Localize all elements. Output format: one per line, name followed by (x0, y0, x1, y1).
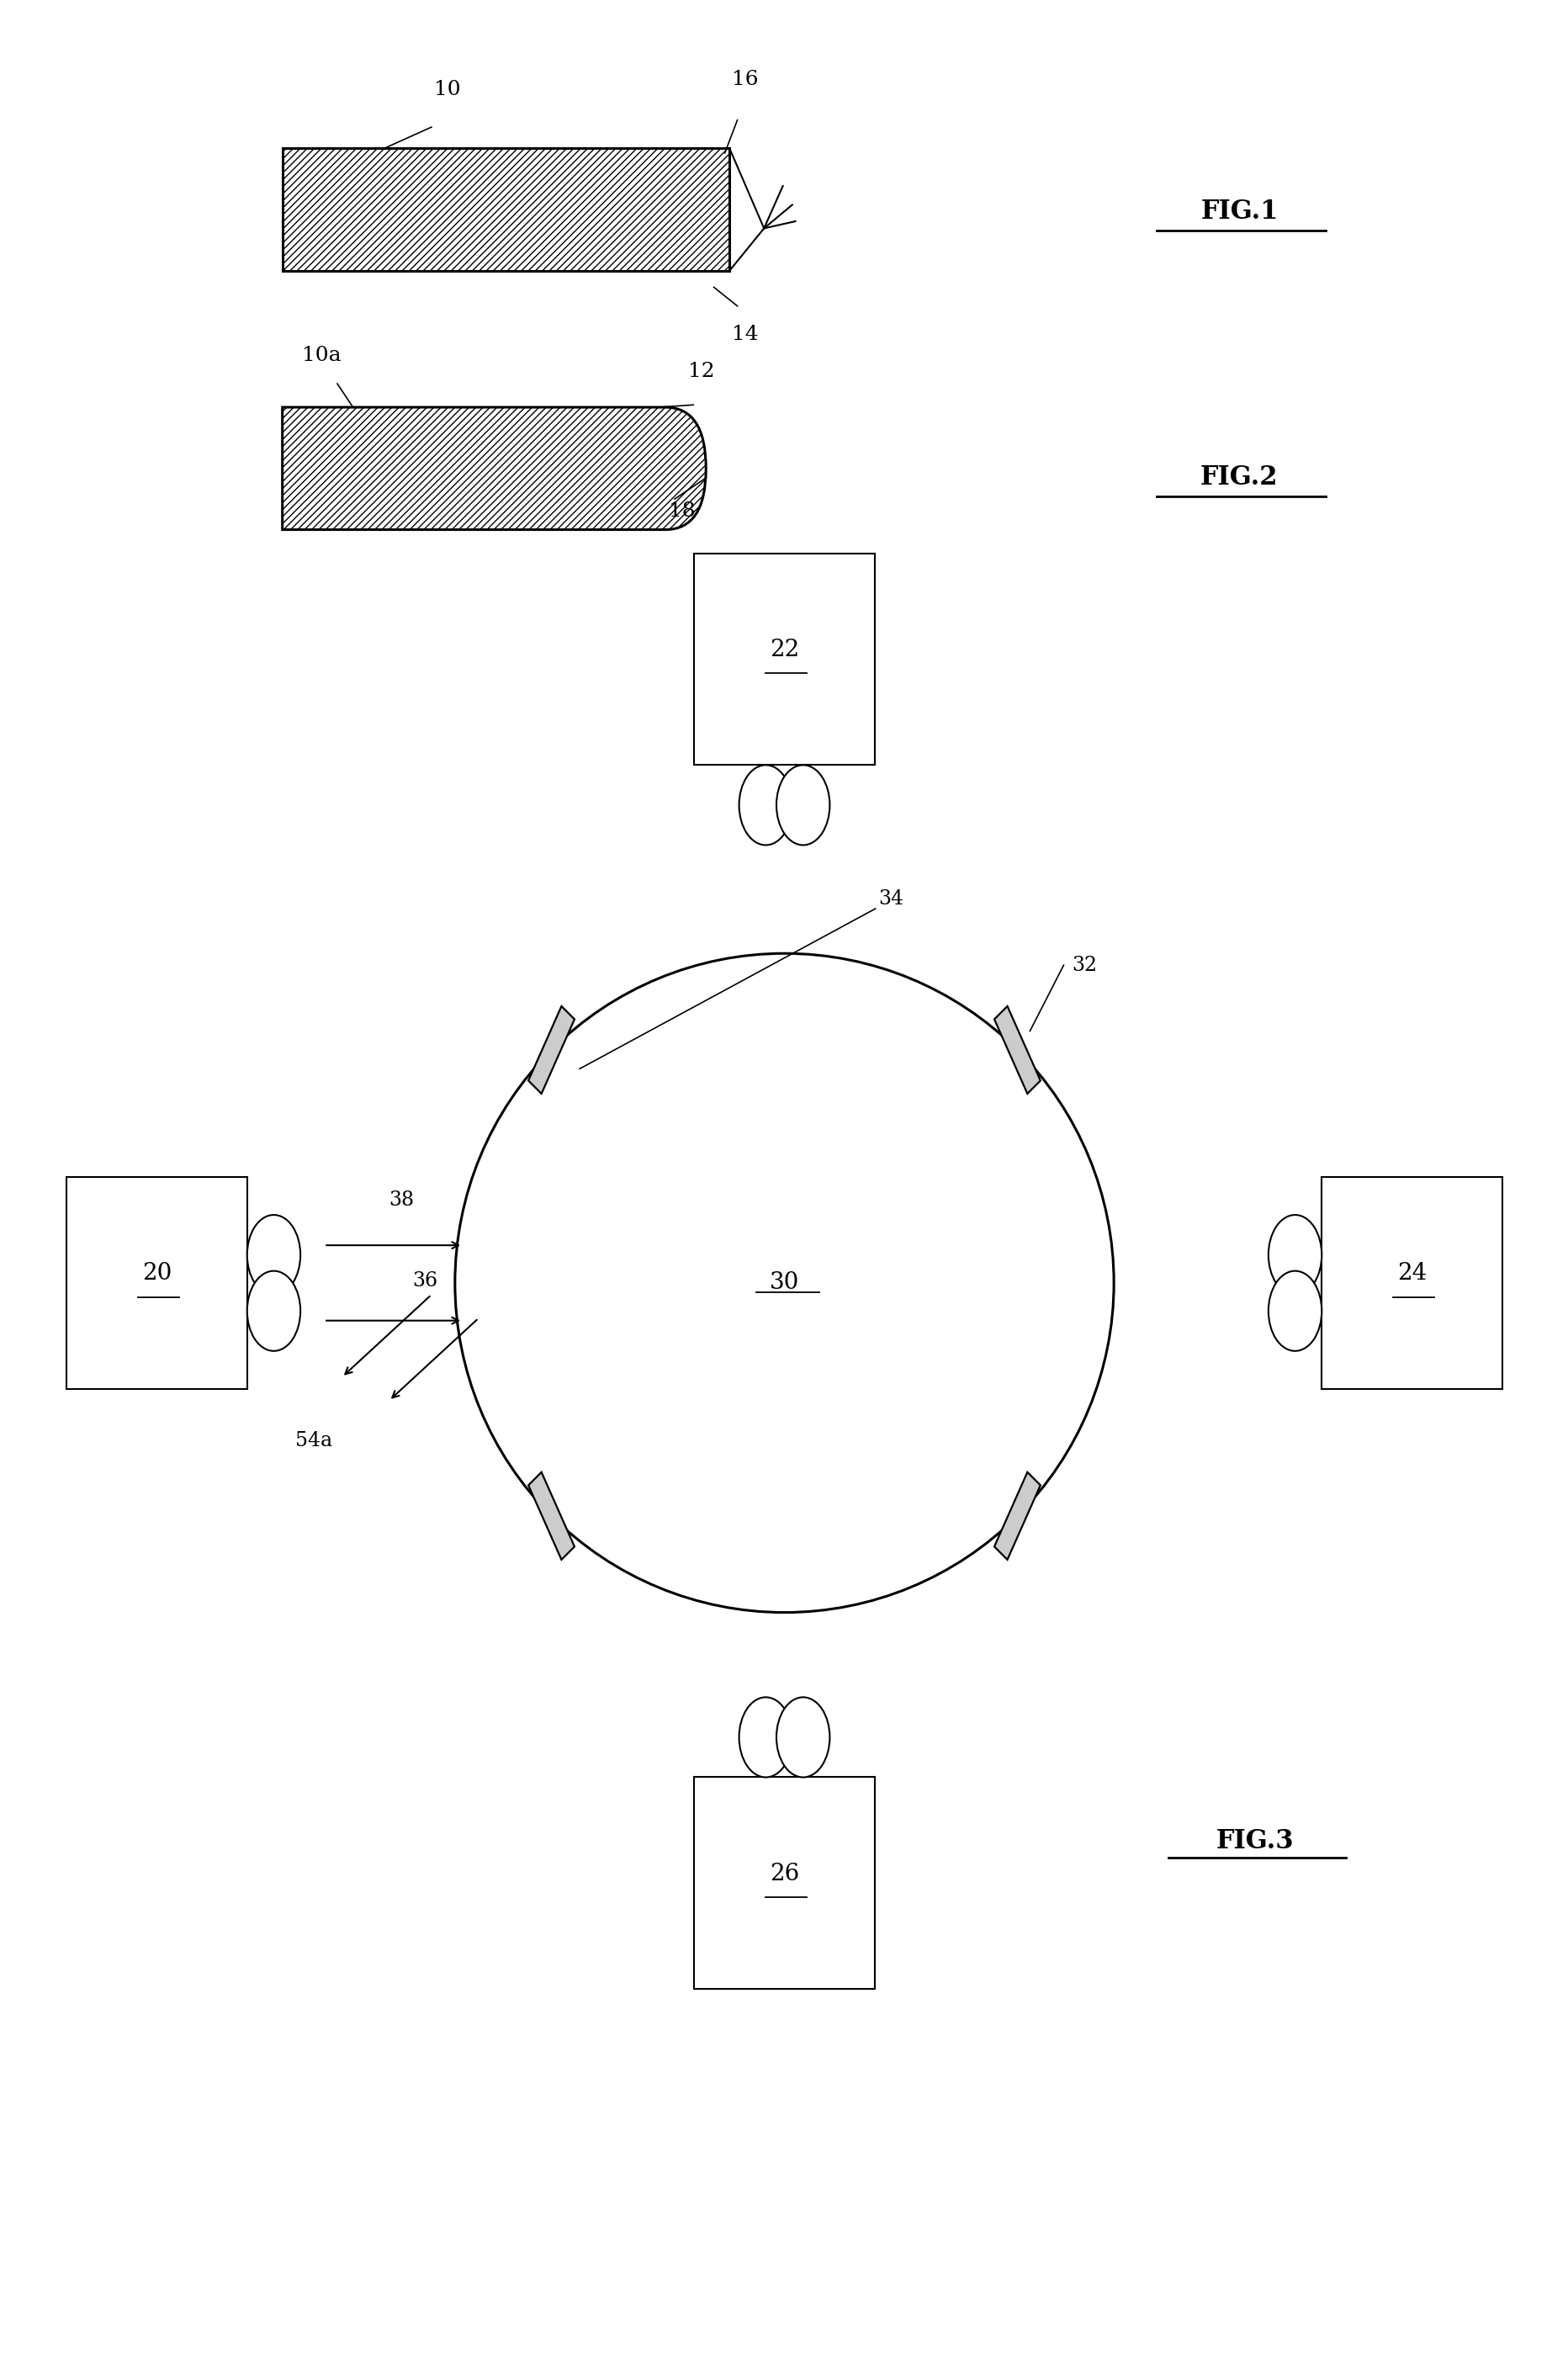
Text: 12: 12 (688, 363, 713, 381)
Text: 22: 22 (770, 638, 798, 661)
Circle shape (1269, 1215, 1320, 1295)
Polygon shape (994, 1471, 1040, 1561)
Text: 54a: 54a (295, 1431, 332, 1450)
Bar (693, 1777, 875, 1989)
Bar (1320, 1177, 1501, 1389)
Circle shape (776, 765, 829, 845)
Polygon shape (994, 1005, 1040, 1095)
Polygon shape (528, 1471, 574, 1561)
Bar (693, 553, 875, 765)
Text: 24: 24 (1397, 1262, 1425, 1285)
Circle shape (776, 1697, 829, 1777)
Circle shape (248, 1271, 299, 1351)
Text: 26: 26 (770, 1862, 798, 1886)
Text: 10: 10 (434, 80, 459, 99)
Text: FIG.3: FIG.3 (1215, 1827, 1294, 1855)
Text: 36: 36 (412, 1271, 437, 1290)
Text: 32: 32 (1071, 956, 1096, 975)
Circle shape (1269, 1271, 1320, 1351)
Text: FIG.1: FIG.1 (1200, 198, 1278, 226)
Circle shape (248, 1215, 299, 1295)
PathPatch shape (282, 407, 706, 530)
Circle shape (739, 765, 792, 845)
Circle shape (739, 1697, 792, 1777)
Bar (66, 1177, 248, 1389)
Text: 34: 34 (878, 890, 903, 909)
Text: 16: 16 (732, 71, 757, 89)
Text: 20: 20 (143, 1262, 171, 1285)
Text: FIG.2: FIG.2 (1200, 464, 1278, 492)
Polygon shape (528, 1005, 574, 1095)
Text: 30: 30 (770, 1271, 798, 1295)
Text: 18: 18 (670, 501, 695, 520)
Polygon shape (282, 148, 729, 271)
Text: 10a: 10a (301, 346, 342, 365)
Text: 14: 14 (732, 325, 757, 344)
Text: 38: 38 (389, 1191, 414, 1210)
